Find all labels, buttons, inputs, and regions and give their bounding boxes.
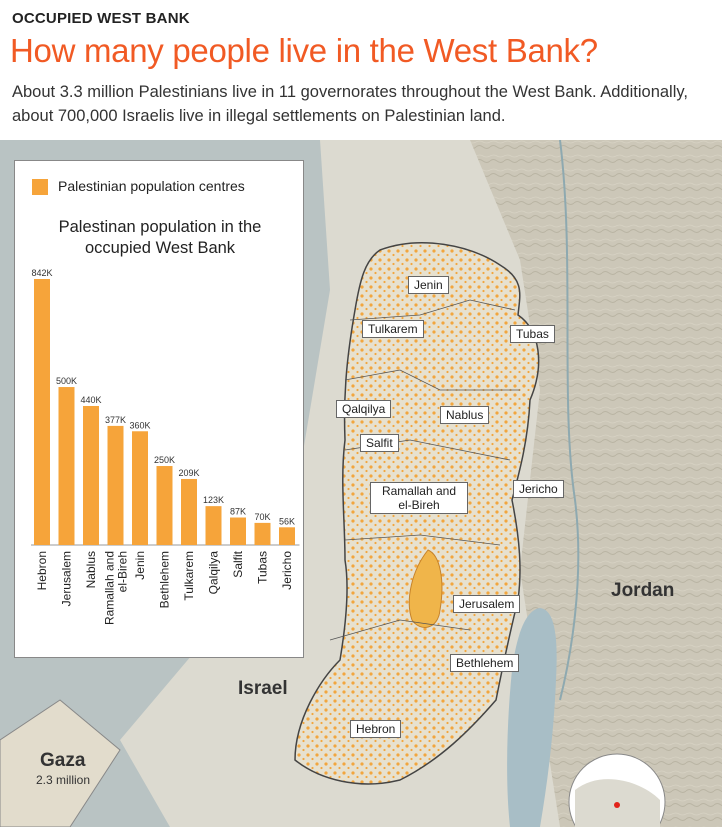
chart-panel: Palestinian population centres Palestina… (14, 160, 304, 658)
map-label-tubas: Tubas (510, 325, 555, 343)
jordan-river (559, 140, 580, 701)
map-label-tulkarem: Tulkarem (362, 320, 424, 338)
gaza-strip (0, 699, 121, 827)
tick-label: Jericho (280, 551, 294, 590)
bar (279, 527, 295, 545)
jerusalem-area (408, 549, 443, 628)
bar (230, 517, 246, 545)
country-label-gaza: Gaza (40, 750, 86, 771)
legend-swatch (32, 179, 48, 195)
map-label-nablus: Nablus (440, 406, 490, 424)
data-label: 209K (178, 468, 199, 478)
data-label: 842K (31, 268, 52, 278)
border (344, 534, 501, 546)
data-label: 440K (80, 395, 101, 405)
kicker: OCCUPIED WEST BANK (12, 10, 190, 27)
border (349, 299, 516, 321)
location-marker (614, 802, 620, 808)
map-label-jenin: Jenin (408, 276, 449, 294)
legend-label: Palestinian population centres (58, 178, 245, 194)
map-label-hebron: Hebron (350, 720, 402, 738)
tick-label: Jenin (133, 551, 147, 580)
bar (83, 405, 99, 545)
terrain (470, 140, 722, 827)
bar (34, 279, 50, 545)
data-label: 87K (230, 507, 246, 517)
data-label: 56K (279, 516, 295, 526)
tick-label: Jerusalem (60, 551, 74, 606)
tick-label: Ramallah andel-Bireh (103, 551, 130, 625)
chart-title: Palestinan population in the occupied We… (58, 218, 262, 257)
headline: How many people live in the West Bank? (10, 32, 598, 69)
data-label: 123K (203, 495, 224, 505)
map-label-salfit: Salfit (360, 434, 399, 452)
tick-label: Bethlehem (158, 551, 172, 608)
data-label: 377K (105, 415, 126, 425)
tick-label: Tulkarem (182, 551, 196, 601)
tick-label: Nablus (84, 551, 98, 588)
dead-sea (507, 608, 557, 827)
map-label-jericho: Jericho (513, 480, 564, 498)
border (344, 369, 520, 391)
bar (205, 506, 222, 545)
tick-label: Salfit (231, 550, 245, 577)
bar (181, 478, 197, 545)
border (329, 619, 471, 641)
data-label: 70K (254, 512, 270, 522)
data-label: 250K (154, 455, 175, 465)
map-label-jerusalem: Jerusalem (453, 595, 521, 613)
bar (107, 425, 124, 545)
tick-label: Hebron (35, 551, 49, 590)
bar (254, 522, 271, 545)
gaza-population: 2.3 million (36, 773, 91, 787)
bar (58, 387, 75, 545)
tick-label: Qalqilya (207, 551, 221, 595)
map-label-ramallah: Ramallah and el-Bireh (370, 482, 468, 514)
country-label-israel: Israel (238, 678, 288, 699)
data-label: 500K (56, 376, 77, 386)
country-label-jordan: Jordan (611, 580, 675, 601)
map-label-qalqilya: Qalqilya (336, 400, 392, 418)
bar-chart: 842K Hebron 500K Jerusalem 440K Nablus 377K Ram… (31, 268, 300, 625)
map-label-bethlehem: Bethlehem (450, 654, 520, 672)
bar (156, 466, 173, 545)
data-label: 360K (129, 420, 150, 430)
subtitle: About 3.3 million Palestinians live in 1… (12, 83, 688, 125)
bar (132, 431, 148, 545)
tick-label: Tubas (256, 551, 270, 584)
